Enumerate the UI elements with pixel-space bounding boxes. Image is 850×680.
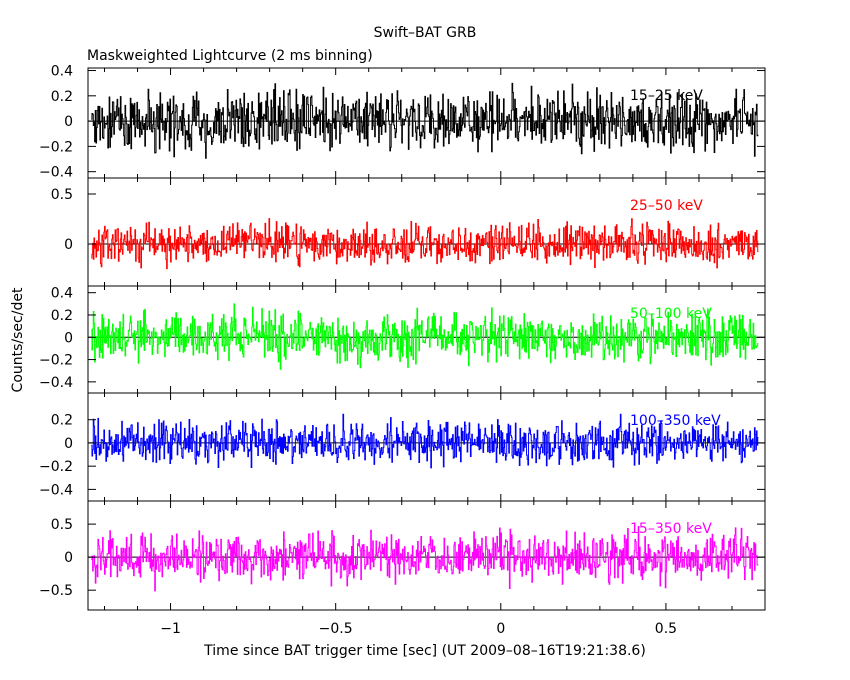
x-tick-label: −1 [160,621,181,637]
y-tick-label: −0.5 [39,583,73,599]
y-tick-label: 0.4 [51,286,73,302]
band-label: 25–50 keV [630,198,703,214]
y-tick-label: −0.4 [39,375,73,391]
panel-frame [87,500,766,611]
y-tick-label: 0.2 [51,308,73,324]
panel-4: −0.4 −0.2 0 0.2 100–350 keV [39,392,766,502]
y-tick-label: 0 [64,114,73,130]
y-tick-label: −0.2 [39,139,73,155]
band-label: 15–25 keV [630,88,703,104]
chart-subtitle: Maskweighted Lightcurve (2 ms binning) [87,48,373,64]
x-axis-label: Time since BAT trigger time [sec] (UT 20… [203,643,646,659]
panel-5: −0.5 0 0.5 15–350 keV [39,500,766,611]
y-tick-label: 0.5 [51,187,73,203]
band-label: 100–350 keV [630,413,721,429]
panels-group: −0.4 −0.2 0 0.2 0.4 15–25 keV 0 0.5 25–50 keV −0.… [39,64,766,611]
y-tick-label: −0.2 [39,459,73,475]
y-tick-label: −0.2 [39,353,73,369]
y-tick-label: −0.4 [39,482,73,498]
panel-1: −0.4 −0.2 0 0.2 0.4 15–25 keV [39,64,766,181]
y-tick-label: −0.4 [39,165,73,181]
y-tick-label: 0.2 [51,413,73,429]
y-tick-label: 0.5 [51,517,73,533]
x-tick-label: 0.5 [655,621,677,637]
panel-2: 0 0.5 25–50 keV [51,177,766,287]
y-tick-label: 0.2 [51,89,73,105]
series-line [91,303,759,370]
series-line [91,526,759,592]
series-line [91,82,759,159]
y-tick-label: 0 [64,237,73,253]
y-tick-label: 0 [64,550,73,566]
band-label: 15–350 keV [630,521,712,537]
y-tick-label: 0 [64,330,73,346]
x-tick-label: −0.5 [319,621,353,637]
x-tick-labels: −1 −0.5 0 0.5 [160,621,677,637]
series-line [91,218,759,270]
series-line [91,413,759,469]
y-tick-label: 0.4 [51,64,73,80]
band-label: 50–100 keV [630,306,712,322]
panel-3: −0.4 −0.2 0 0.2 0.4 50–100 keV [39,285,766,394]
y-tick-label: 0 [64,436,73,452]
y-axis-label: Counts/sec/det [10,287,26,392]
chart-title: Swift–BAT GRB [374,25,477,41]
x-tick-label: 0 [496,621,505,637]
